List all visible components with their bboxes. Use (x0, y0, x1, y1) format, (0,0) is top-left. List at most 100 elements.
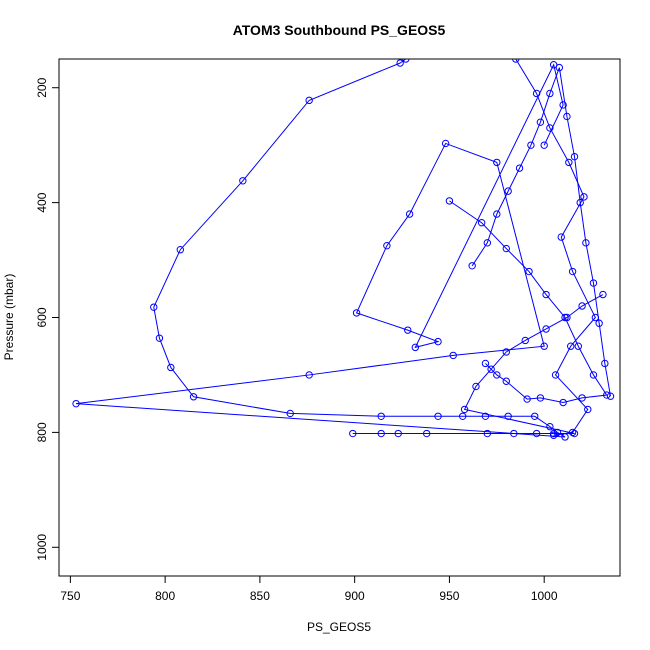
data-point (404, 326, 412, 334)
series (445, 197, 611, 407)
data-point (468, 262, 476, 270)
data-point (525, 267, 533, 276)
series-layer (72, 59, 615, 441)
data-point (396, 59, 404, 67)
data-point (512, 59, 520, 63)
data-point (510, 429, 518, 438)
data-point (305, 96, 313, 105)
data-point (549, 61, 558, 69)
y-axis: 200 400 600 800 1000 (35, 77, 60, 561)
data-point (286, 409, 294, 418)
data-point (580, 193, 588, 201)
data-point (502, 348, 510, 356)
data-point (536, 118, 545, 126)
y-tick-label: 800 (35, 422, 49, 442)
series-line (449, 200, 608, 404)
series (349, 290, 607, 438)
data-point (155, 334, 164, 342)
data-point (546, 422, 554, 431)
data-point (477, 219, 486, 227)
data-point (578, 394, 586, 402)
data-point (502, 244, 510, 253)
series (468, 63, 615, 400)
data-point (383, 241, 391, 250)
y-tick-label: 600 (35, 307, 49, 327)
data-point (565, 158, 573, 167)
data-point (445, 197, 454, 205)
data-point (434, 412, 442, 420)
data-point (570, 152, 579, 161)
chart-title: ATOM3 Southbound PS_GEOS5 (233, 22, 446, 38)
x-tick-label: 950 (439, 589, 459, 603)
data-point (481, 359, 490, 368)
data-point (559, 398, 567, 407)
data-point (504, 412, 512, 420)
data-point (606, 392, 615, 400)
y-tick-label: 200 (35, 77, 49, 97)
data-point (536, 394, 545, 402)
data-point (349, 429, 357, 438)
data-point (394, 429, 402, 438)
data-point (549, 429, 558, 438)
data-point (521, 336, 529, 345)
data-point (567, 342, 575, 350)
data-point (504, 187, 512, 195)
data-point (595, 319, 603, 327)
data-point (189, 393, 198, 401)
x-tick-label: 850 (250, 589, 270, 603)
data-point (441, 139, 450, 148)
data-point (551, 371, 560, 379)
data-point (515, 164, 524, 172)
y-tick-label: 400 (35, 192, 49, 212)
data-point (167, 363, 175, 372)
data-point (557, 233, 565, 241)
data-point (559, 101, 567, 109)
data-point (502, 377, 510, 385)
data-point (540, 342, 548, 350)
data-point (460, 405, 469, 414)
x-tick-label: 900 (345, 589, 365, 603)
data-point (493, 158, 501, 167)
data-point (523, 395, 531, 403)
series (512, 59, 600, 439)
data-point (493, 210, 501, 218)
data-point (176, 246, 185, 254)
y-axis-label: Pressure (mbar) (2, 274, 16, 361)
data-point (546, 89, 554, 98)
data-point (561, 313, 569, 322)
data-point (599, 290, 607, 299)
data-point (532, 89, 541, 98)
data-point (589, 279, 598, 287)
data-point (434, 337, 442, 346)
y-tick-label: 1000 (35, 534, 49, 561)
data-point (150, 303, 158, 311)
data-point (493, 371, 501, 379)
data-point (472, 382, 480, 391)
data-point (72, 399, 80, 408)
plot-frame (58, 58, 621, 577)
x-tick-label: 800 (155, 589, 175, 603)
data-point (576, 198, 584, 207)
data-point (483, 239, 492, 247)
series-line (515, 59, 596, 436)
data-point (402, 59, 410, 63)
data-point (352, 309, 361, 317)
x-axis-label: PS_GEOS5 (307, 620, 371, 634)
data-point (532, 429, 541, 438)
data-point (483, 429, 492, 438)
data-point (481, 412, 490, 420)
data-point (377, 429, 385, 438)
data-point (458, 412, 467, 420)
data-point (377, 412, 385, 420)
data-point (542, 325, 550, 333)
data-point (531, 412, 539, 420)
data-point (584, 405, 592, 414)
data-point (422, 429, 431, 438)
data-point (305, 371, 313, 379)
data-point (239, 177, 247, 185)
series (72, 59, 569, 441)
data-point (411, 343, 420, 352)
x-tick-label: 750 (60, 589, 80, 603)
x-axis: 750 800 850 900 950 1000 (60, 575, 558, 603)
data-point (527, 141, 535, 149)
